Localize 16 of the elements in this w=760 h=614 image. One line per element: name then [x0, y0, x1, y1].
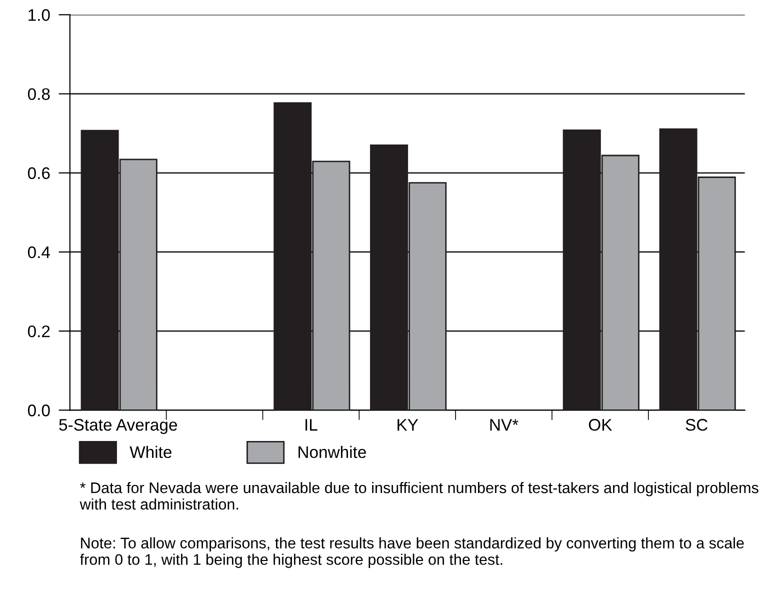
y-tick-label: 0.6	[28, 167, 50, 180]
y-tick-label: 0.2	[28, 325, 50, 338]
y-tick-label: 0.4	[28, 246, 50, 258]
x-tick-label: SC	[686, 418, 708, 431]
text: Note: To allow comparisons, the test results have been standardized by converting them to a scale from 0 to 1, with 1 being the highest score possible on the test.	[80, 537, 744, 568]
x-tick-label: OK	[588, 418, 612, 431]
x-tick-label: IL	[306, 419, 318, 431]
legend-label: Nonwhite	[298, 446, 366, 458]
x-tick-label: NV*	[490, 419, 518, 431]
x-tick-label: 5-State Average	[59, 418, 178, 434]
y-tick-label: 0.0	[28, 404, 50, 416]
y-tick-label: 1.0	[28, 9, 50, 21]
legend-label: White	[130, 446, 172, 458]
text: * Data for Nevada were unavailable due to insufficient numbers of test-takers and logistical problems with test administration.	[80, 482, 758, 510]
x-tick-label: KY	[398, 419, 418, 431]
y-tick-label: 0.8	[28, 88, 50, 100]
